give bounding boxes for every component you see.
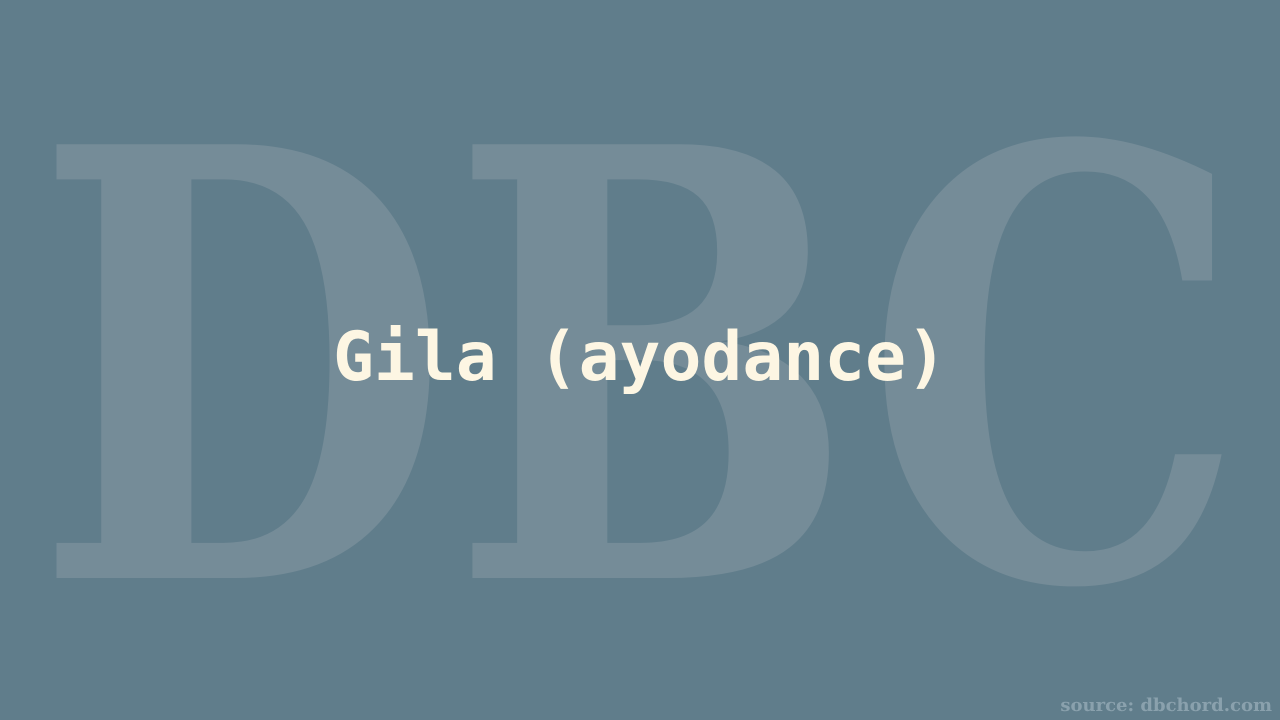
source-credit: source: dbchord.com	[1060, 695, 1272, 716]
dbc-watermark-text: DBC	[34, 20, 1246, 719]
song-title: Gila (ayodance)	[332, 318, 948, 397]
